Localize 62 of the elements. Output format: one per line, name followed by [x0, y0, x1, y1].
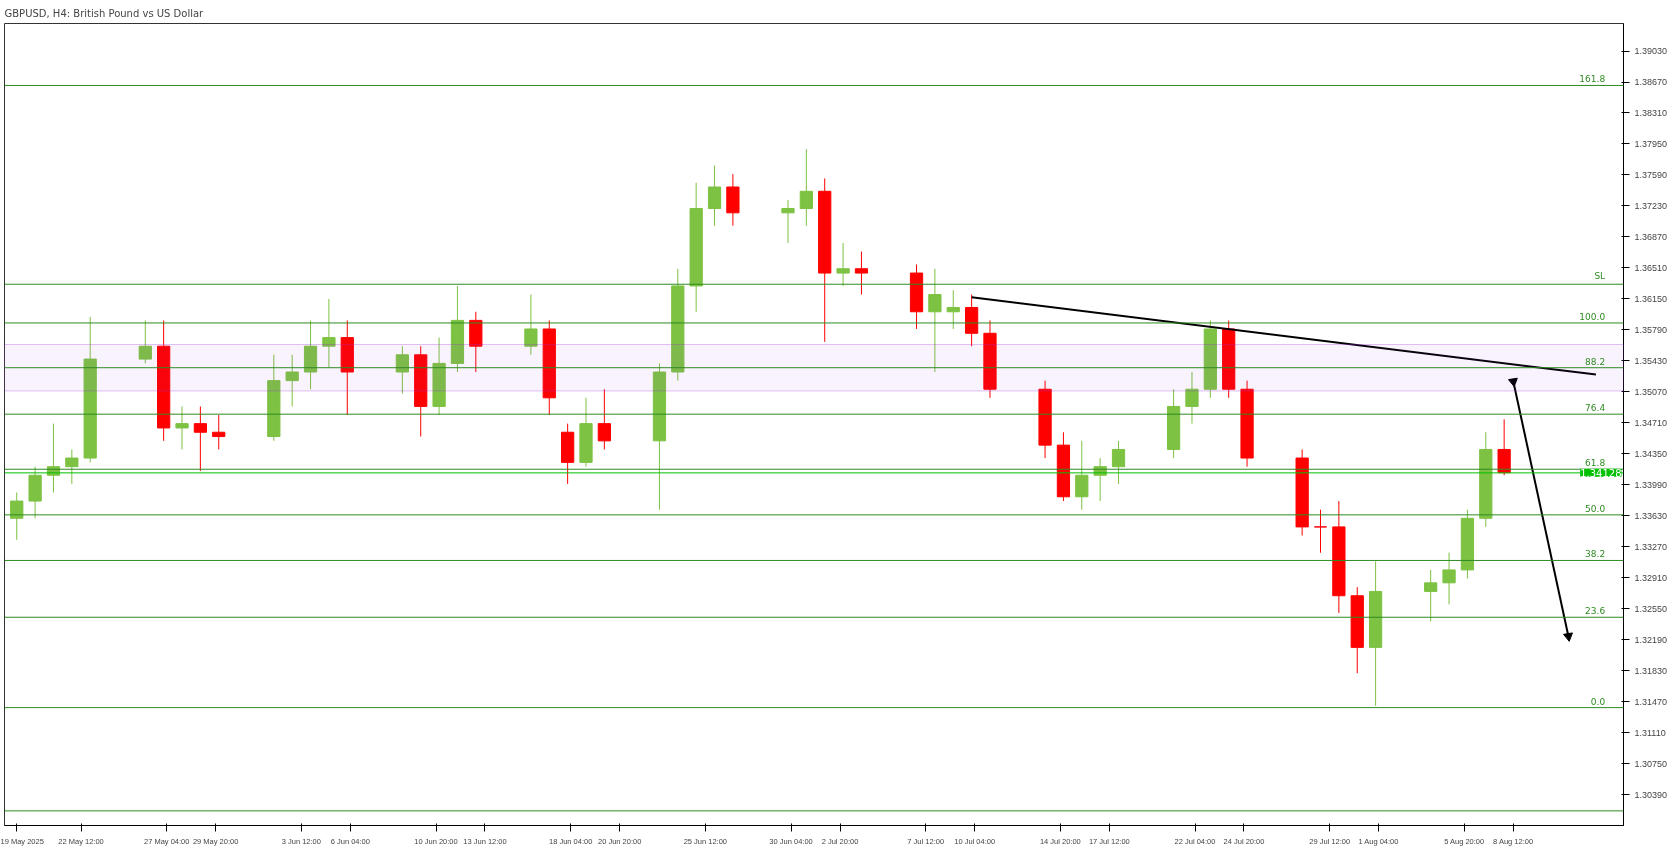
candlestick	[1497, 418, 1511, 476]
y-tick-label: 1.32550	[1634, 603, 1668, 614]
candlestick	[212, 414, 226, 450]
annotation: 76.4	[1585, 403, 1606, 414]
y-tick-label: 1.35790	[1634, 324, 1668, 335]
candlestick	[1185, 371, 1199, 425]
y-tick-label: 1.37590	[1634, 169, 1668, 180]
y-tick-label: 1.35430	[1634, 355, 1668, 366]
candlestick	[836, 242, 850, 287]
candlestick	[1111, 440, 1126, 485]
ref-line-label: 1.34128	[1580, 467, 1622, 479]
y-tick-label: 1.36150	[1634, 293, 1668, 304]
y-tick-label: 1.30390	[1634, 789, 1668, 800]
annotation: 61.8	[1585, 458, 1606, 469]
y-tick-label: 1.39030	[1634, 46, 1668, 57]
y-tick-label: 1.32190	[1634, 634, 1668, 645]
candlestick	[928, 268, 942, 373]
y-tick-label: 1.34710	[1634, 417, 1668, 428]
y-tick-label: 1.38670	[1634, 77, 1668, 88]
y-tick-label: 1.38310	[1634, 107, 1668, 118]
y-tick-label: 1.30750	[1634, 758, 1668, 769]
annotation: 161.8	[1579, 74, 1606, 85]
candlestick	[65, 448, 79, 485]
annotation: 88.2	[1585, 356, 1606, 367]
candlestick	[854, 251, 869, 296]
annotation: 38.2	[1585, 549, 1606, 560]
y-tick-label: 1.36510	[1634, 262, 1668, 273]
candlestick	[946, 289, 960, 330]
candlestick	[175, 405, 189, 450]
y-tick-label: 1.31470	[1634, 696, 1668, 707]
annotation: 0.0	[1590, 696, 1606, 707]
candlestick	[597, 388, 611, 450]
candlestick	[1075, 440, 1089, 511]
y-tick-label: 1.37230	[1634, 200, 1668, 211]
y-tick-label: 1.33990	[1634, 479, 1668, 490]
y-tick-label: 1.32910	[1634, 572, 1668, 583]
annotation: 23.6	[1585, 606, 1606, 617]
y-tick-label: 1.37950	[1634, 138, 1668, 149]
candlestick	[799, 148, 813, 227]
y-tick-label: 1.36870	[1634, 231, 1668, 242]
candlestick	[1424, 569, 1438, 623]
candlestick	[193, 405, 207, 472]
candlestick	[707, 164, 722, 227]
y-tick-label: 1.33630	[1634, 510, 1668, 521]
annotation: SL	[1594, 271, 1606, 282]
y-tick-label: 1.34350	[1634, 448, 1668, 459]
candlestick	[395, 345, 409, 395]
candlestick	[1313, 509, 1328, 554]
annotation: 100.0	[1579, 311, 1606, 322]
y-tick-label: 1.31830	[1634, 665, 1668, 676]
candlestick	[285, 354, 299, 407]
annotation: 50.0	[1585, 503, 1606, 514]
candlestick	[1442, 552, 1456, 605]
candlestick	[10, 491, 24, 541]
y-tick-label: 1.35070	[1634, 386, 1668, 397]
chart-title: GBPUSD, H4: British Pound vs US Dollar	[4, 7, 205, 19]
candlestick	[781, 199, 795, 244]
candlestick	[524, 294, 538, 356]
y-tick-label: 1.33270	[1634, 541, 1668, 552]
y-tick-label: 1.31110	[1634, 727, 1666, 738]
candlestick	[322, 298, 336, 369]
candlestick	[138, 319, 152, 364]
